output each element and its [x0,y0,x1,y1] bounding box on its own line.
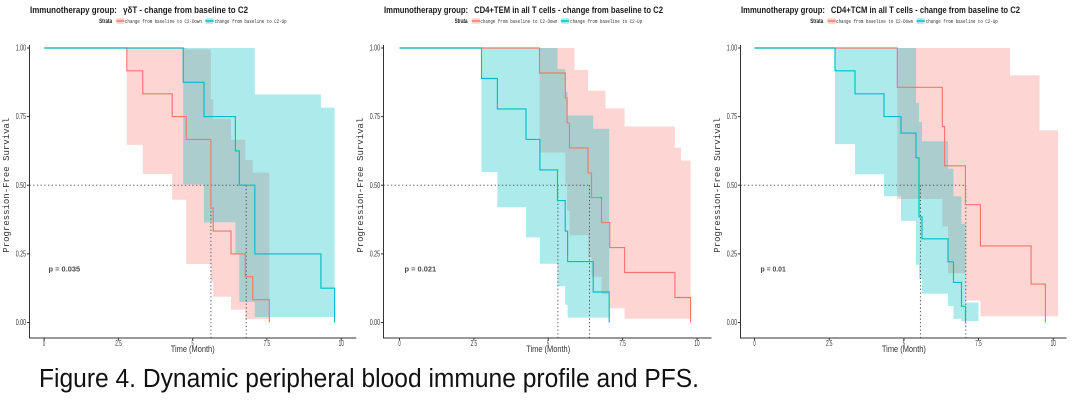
svg-text:10: 10 [339,339,345,348]
svg-text:2.5: 2.5 [826,339,833,348]
svg-text:Time (Month): Time (Month) [882,344,926,354]
svg-text:2.5: 2.5 [115,339,122,348]
svg-text:0: 0 [398,339,401,348]
svg-text:10: 10 [1051,339,1057,348]
svg-text:0.00: 0.00 [16,318,27,327]
svg-text:0: 0 [753,339,756,348]
svg-text:0.50: 0.50 [727,181,738,190]
svg-text:p = 0.01: p = 0.01 [761,265,786,274]
svg-text:change from baseline to C2-Dow: change from baseline to C2-Down [836,19,913,25]
svg-text:p = 0.021: p = 0.021 [405,265,437,274]
svg-text:p = 0.035: p = 0.035 [49,265,81,274]
svg-text:5: 5 [903,339,906,348]
svg-text:Figure 4. Dynamic peripheral b: Figure 4. Dynamic peripheral blood immun… [39,365,699,393]
svg-text:7.5: 7.5 [264,339,271,348]
svg-text:Immunotherapy group: CD4+TEM: Immunotherapy group: CD4+TEM in all T ce… [384,5,663,16]
svg-text:change from baseline to C2-Dow: change from baseline to C2-Down [480,19,557,25]
svg-text:Time (Month): Time (Month) [171,344,215,354]
svg-text:0.00: 0.00 [727,318,738,327]
svg-text:0.50: 0.50 [16,181,27,190]
svg-text:Strata: Strata [99,19,112,25]
svg-text:5: 5 [547,339,550,348]
svg-text:0.75: 0.75 [727,112,738,121]
svg-text:1.00: 1.00 [727,44,738,53]
svg-text:7.5: 7.5 [975,339,982,348]
svg-text:Time (Month): Time (Month) [526,344,570,354]
svg-text:0.00: 0.00 [370,318,381,327]
svg-text:Progression-Free Survival: Progression-Free Survival [356,118,366,253]
svg-text:7.5: 7.5 [619,339,626,348]
svg-text:change from baseline to C2-Up: change from baseline to C2-Up [215,19,287,25]
svg-text:0.50: 0.50 [370,181,381,190]
svg-text:10: 10 [694,339,700,348]
svg-text:0.75: 0.75 [16,112,27,121]
svg-text:0: 0 [43,339,46,348]
svg-text:Strata: Strata [455,19,468,25]
svg-text:2.5: 2.5 [471,339,478,348]
svg-text:Strata: Strata [810,19,823,25]
svg-text:change from baseline to C2-Up: change from baseline to C2-Up [926,19,998,25]
svg-text:0.25: 0.25 [727,250,738,259]
svg-text:Progression-Free Survival: Progression-Free Survival [713,118,723,253]
svg-text:change from baseline to C2-Dow: change from baseline to C2-Down [125,19,202,25]
svg-text:5: 5 [192,339,195,348]
svg-text:Progression-Free Survival: Progression-Free Survival [2,118,12,253]
svg-text:Immunotherapy group: γδT - ch: Immunotherapy group: γδT - change from b… [30,5,248,16]
svg-text:1.00: 1.00 [16,44,27,53]
svg-text:Immunotherapy group: CD4+TCM: Immunotherapy group: CD4+TCM in all T ce… [741,5,1020,16]
svg-text:0.25: 0.25 [370,250,381,259]
svg-text:0.75: 0.75 [370,112,381,121]
svg-text:0.25: 0.25 [16,250,27,259]
svg-text:change from baseline to C2-Up: change from baseline to C2-Up [570,19,642,25]
svg-text:1.00: 1.00 [370,44,381,53]
